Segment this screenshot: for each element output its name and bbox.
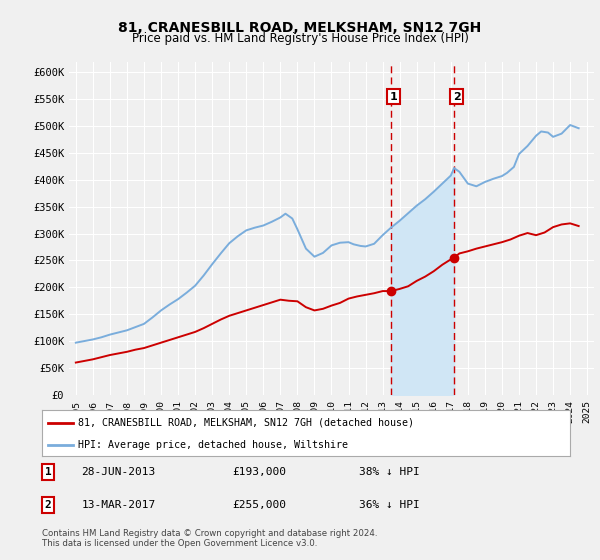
Text: 1: 1 (44, 467, 52, 477)
Text: 81, CRANESBILL ROAD, MELKSHAM, SN12 7GH (detached house): 81, CRANESBILL ROAD, MELKSHAM, SN12 7GH … (78, 418, 414, 428)
Text: 36% ↓ HPI: 36% ↓ HPI (359, 500, 419, 510)
Text: 28-JUN-2013: 28-JUN-2013 (82, 467, 156, 477)
Text: This data is licensed under the Open Government Licence v3.0.: This data is licensed under the Open Gov… (42, 539, 317, 548)
Text: 38% ↓ HPI: 38% ↓ HPI (359, 467, 419, 477)
Text: £193,000: £193,000 (232, 467, 286, 477)
Text: 13-MAR-2017: 13-MAR-2017 (82, 500, 156, 510)
Text: 2: 2 (44, 500, 52, 510)
Text: HPI: Average price, detached house, Wiltshire: HPI: Average price, detached house, Wilt… (78, 440, 348, 450)
Text: 81, CRANESBILL ROAD, MELKSHAM, SN12 7GH: 81, CRANESBILL ROAD, MELKSHAM, SN12 7GH (118, 21, 482, 35)
Text: Contains HM Land Registry data © Crown copyright and database right 2024.: Contains HM Land Registry data © Crown c… (42, 529, 377, 538)
Text: 1: 1 (389, 91, 397, 101)
Text: Price paid vs. HM Land Registry's House Price Index (HPI): Price paid vs. HM Land Registry's House … (131, 32, 469, 45)
Text: £255,000: £255,000 (232, 500, 286, 510)
Text: 2: 2 (453, 91, 460, 101)
